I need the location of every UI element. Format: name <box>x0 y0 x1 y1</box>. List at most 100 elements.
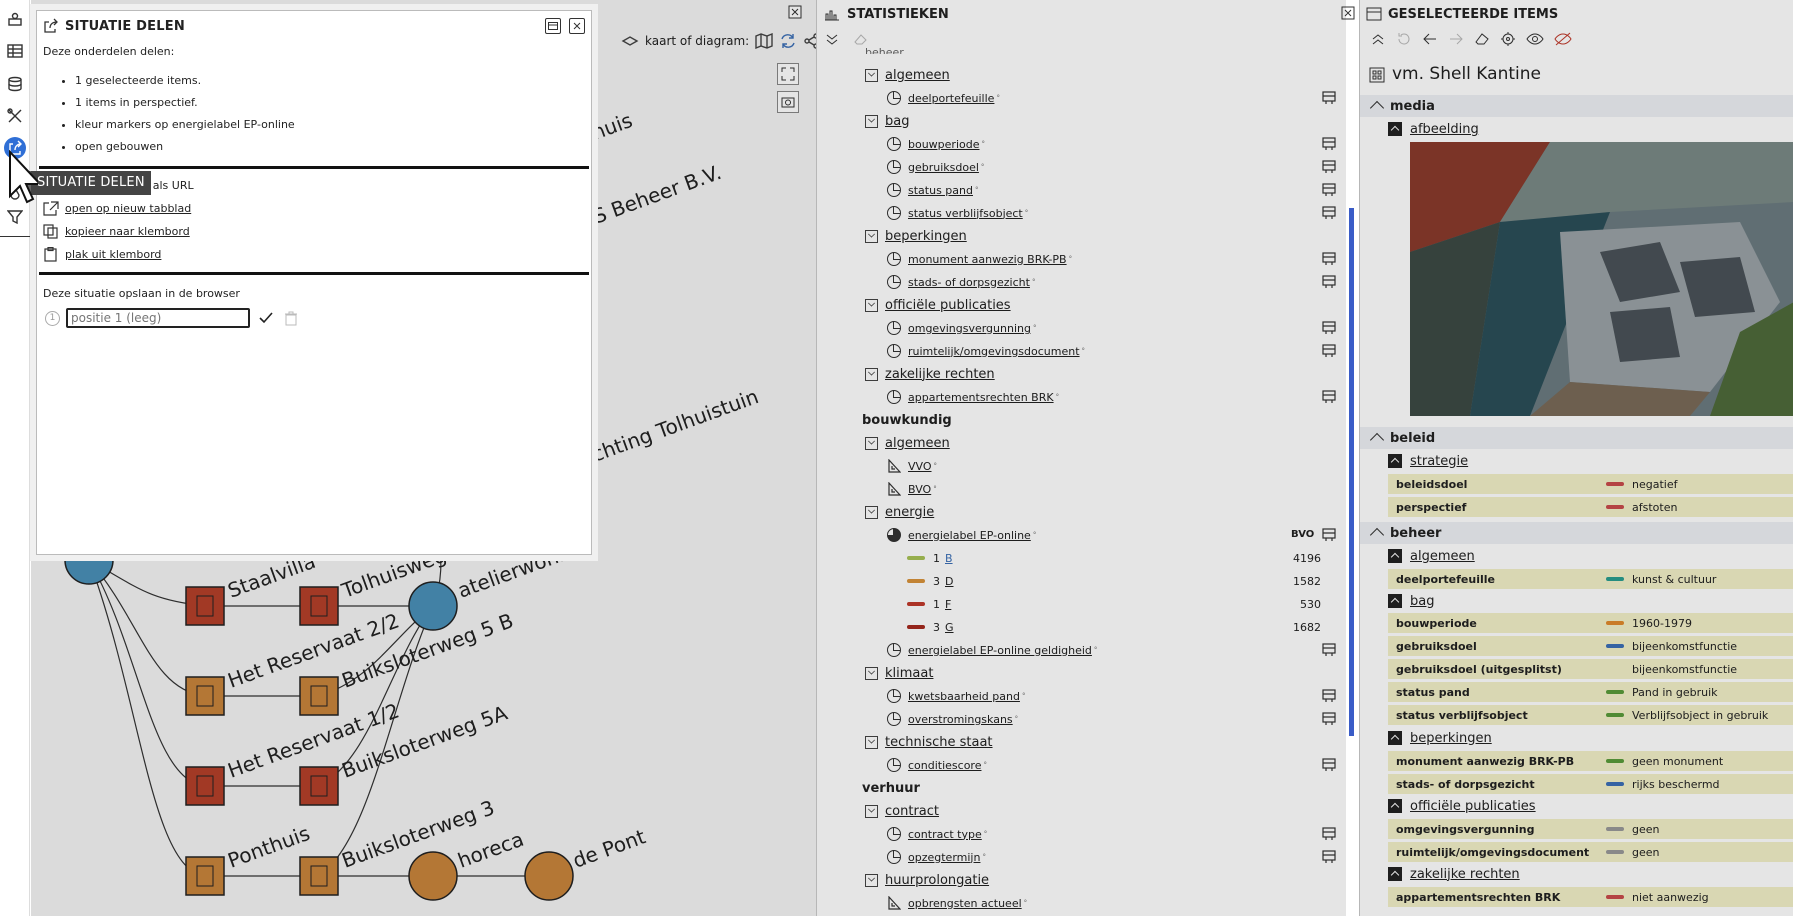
billboard-icon[interactable] <box>1322 206 1338 220</box>
stats-attribute[interactable]: appartementsrechten BRK ° <box>887 387 1059 407</box>
measure-label[interactable]: BVO <box>1291 529 1315 540</box>
stats-attribute[interactable]: status pand ° <box>887 180 978 200</box>
checkbox[interactable] <box>865 229 878 243</box>
stats-attribute[interactable]: conditiescore ° <box>887 755 987 775</box>
tools-icon[interactable] <box>4 105 26 127</box>
info-icon[interactable]: ° <box>1032 324 1037 332</box>
attribute-label[interactable]: VVO <box>908 459 932 473</box>
eraser-icon[interactable] <box>1474 31 1490 47</box>
collapse-icon[interactable] <box>1370 31 1386 47</box>
stats-attribute[interactable]: ruimtelijk/omgevingsdocument ° <box>887 341 1085 361</box>
stats-attribute[interactable]: VVO ° <box>887 456 937 476</box>
attribute-label[interactable]: deelportefeuille <box>908 91 995 105</box>
category-label[interactable]: algemeen <box>885 67 950 83</box>
stats-category[interactable]: beperkingen <box>865 226 967 246</box>
collapse-all-icon[interactable] <box>825 32 839 46</box>
stats-attribute[interactable]: opzegtermijn ° <box>887 847 986 867</box>
stats-category[interactable]: klimaat <box>865 663 933 683</box>
attribute-label[interactable]: status pand <box>908 183 973 197</box>
attribute-label[interactable]: ruimtelijk/omgevingsdocument <box>908 344 1080 358</box>
billboard-icon[interactable] <box>1322 689 1338 703</box>
stats-attribute[interactable]: kwetsbaarheid pand ° <box>887 686 1025 706</box>
section-media[interactable]: media <box>1360 95 1793 117</box>
info-icon[interactable]: ° <box>1032 531 1037 539</box>
subsection-algemeen[interactable]: algemeen <box>1388 545 1475 567</box>
history-icon[interactable] <box>1396 31 1412 47</box>
checkbox[interactable] <box>865 873 878 887</box>
category-label[interactable]: bag <box>885 113 910 129</box>
checkbox[interactable] <box>865 666 878 680</box>
billboard-icon[interactable] <box>1322 390 1338 404</box>
billboard-icon[interactable] <box>1322 827 1338 841</box>
attribute-label[interactable]: conditiescore <box>908 758 982 772</box>
section-beheer[interactable]: beheer <box>1360 522 1793 544</box>
attribute-label[interactable]: overstromingskans <box>908 712 1013 726</box>
attribute-label[interactable]: energielabel EP-online geldigheid <box>908 643 1092 657</box>
info-icon[interactable]: ° <box>1081 347 1086 355</box>
network-graph[interactable]: huis PS Beheer B.V. chting Tolhuistuin S… <box>31 0 834 916</box>
billboard-icon[interactable] <box>1322 850 1338 864</box>
stats-attribute[interactable]: energielabel EP-online geldigheid ° <box>887 640 1097 660</box>
slot-name-input[interactable] <box>66 308 250 328</box>
category-label[interactable]: zakelijke rechten <box>885 366 995 382</box>
stats-attribute[interactable]: deelportefeuille ° <box>887 88 1000 108</box>
info-icon[interactable]: ° <box>1031 278 1036 286</box>
stats-attribute[interactable]: BVO ° <box>887 479 937 499</box>
info-icon[interactable]: ° <box>1014 715 1019 723</box>
value-label[interactable]: G <box>945 620 954 634</box>
stats-category[interactable]: contract <box>865 801 939 821</box>
stats-category[interactable]: bag <box>865 111 909 131</box>
info-icon[interactable]: ° <box>1024 209 1029 217</box>
stats-attribute[interactable]: opbrengsten actueel ° <box>887 893 1027 913</box>
check-icon[interactable] <box>258 311 274 325</box>
stats-attribute[interactable]: gebruiksdoel ° <box>887 157 984 177</box>
stats-attribute[interactable]: status verblijfsobject ° <box>887 203 1028 223</box>
category-label[interactable]: huurprolongatie <box>885 872 990 888</box>
checkbox[interactable] <box>865 68 878 82</box>
category-label[interactable]: algemeen <box>885 435 950 451</box>
eye-off-icon[interactable] <box>1554 31 1572 47</box>
layers-icon[interactable] <box>621 34 639 48</box>
category-label[interactable]: technische staat <box>885 734 993 750</box>
checkbox[interactable] <box>865 804 878 818</box>
locate-icon[interactable] <box>1500 31 1516 47</box>
category-label[interactable]: klimaat <box>885 665 934 681</box>
checkbox[interactable] <box>865 298 878 312</box>
copy-clipboard-link[interactable]: kopieer naar klembord <box>37 220 591 243</box>
stats-category[interactable]: algemeen <box>865 65 950 85</box>
paste-clipboard-link[interactable]: plak uit klembord <box>37 243 591 266</box>
billboard-icon[interactable] <box>1322 643 1338 657</box>
stats-attribute[interactable]: overstromingskans ° <box>887 709 1018 729</box>
stats-close-button[interactable] <box>1341 6 1355 20</box>
attribute-label[interactable]: energielabel EP-online <box>908 528 1031 542</box>
attribute-label[interactable]: opbrengsten actueel <box>908 896 1022 910</box>
billboard-icon[interactable] <box>1322 321 1338 335</box>
billboard-icon[interactable] <box>1322 137 1338 151</box>
stats-attribute[interactable]: omgevingsvergunning ° <box>887 318 1036 338</box>
info-icon[interactable]: ° <box>1093 646 1098 654</box>
value-label[interactable]: D <box>945 574 954 588</box>
billboard-icon[interactable] <box>1322 758 1338 772</box>
attribute-label[interactable]: kwetsbaarheid pand <box>908 689 1020 703</box>
info-icon[interactable]: ° <box>1055 393 1060 401</box>
info-icon[interactable]: ° <box>980 163 985 171</box>
map-close-button[interactable] <box>788 5 802 19</box>
billboard-icon[interactable] <box>1322 252 1338 266</box>
stats-attribute[interactable]: energielabel EP-online ° <box>887 525 1036 545</box>
stats-attribute[interactable]: stads- of dorpsgezicht ° <box>887 272 1035 292</box>
open-new-tab-link[interactable]: open op nieuw tabblad <box>37 197 591 220</box>
billboard-icon[interactable] <box>1322 344 1338 358</box>
billboard-icon[interactable] <box>1322 528 1338 542</box>
section-beleid[interactable]: beleid <box>1360 427 1793 449</box>
attribute-label[interactable]: opzegtermijn <box>908 850 981 864</box>
checkbox[interactable] <box>865 114 878 128</box>
category-label[interactable]: beperkingen <box>885 228 967 244</box>
attribute-label[interactable]: appartementsrechten BRK <box>908 390 1054 404</box>
subsection-zakelijke[interactable]: zakelijke rechten <box>1388 863 1520 885</box>
stats-category[interactable]: huurprolongatie <box>865 870 989 890</box>
subsection-afbeelding[interactable]: afbeelding <box>1388 118 1479 140</box>
